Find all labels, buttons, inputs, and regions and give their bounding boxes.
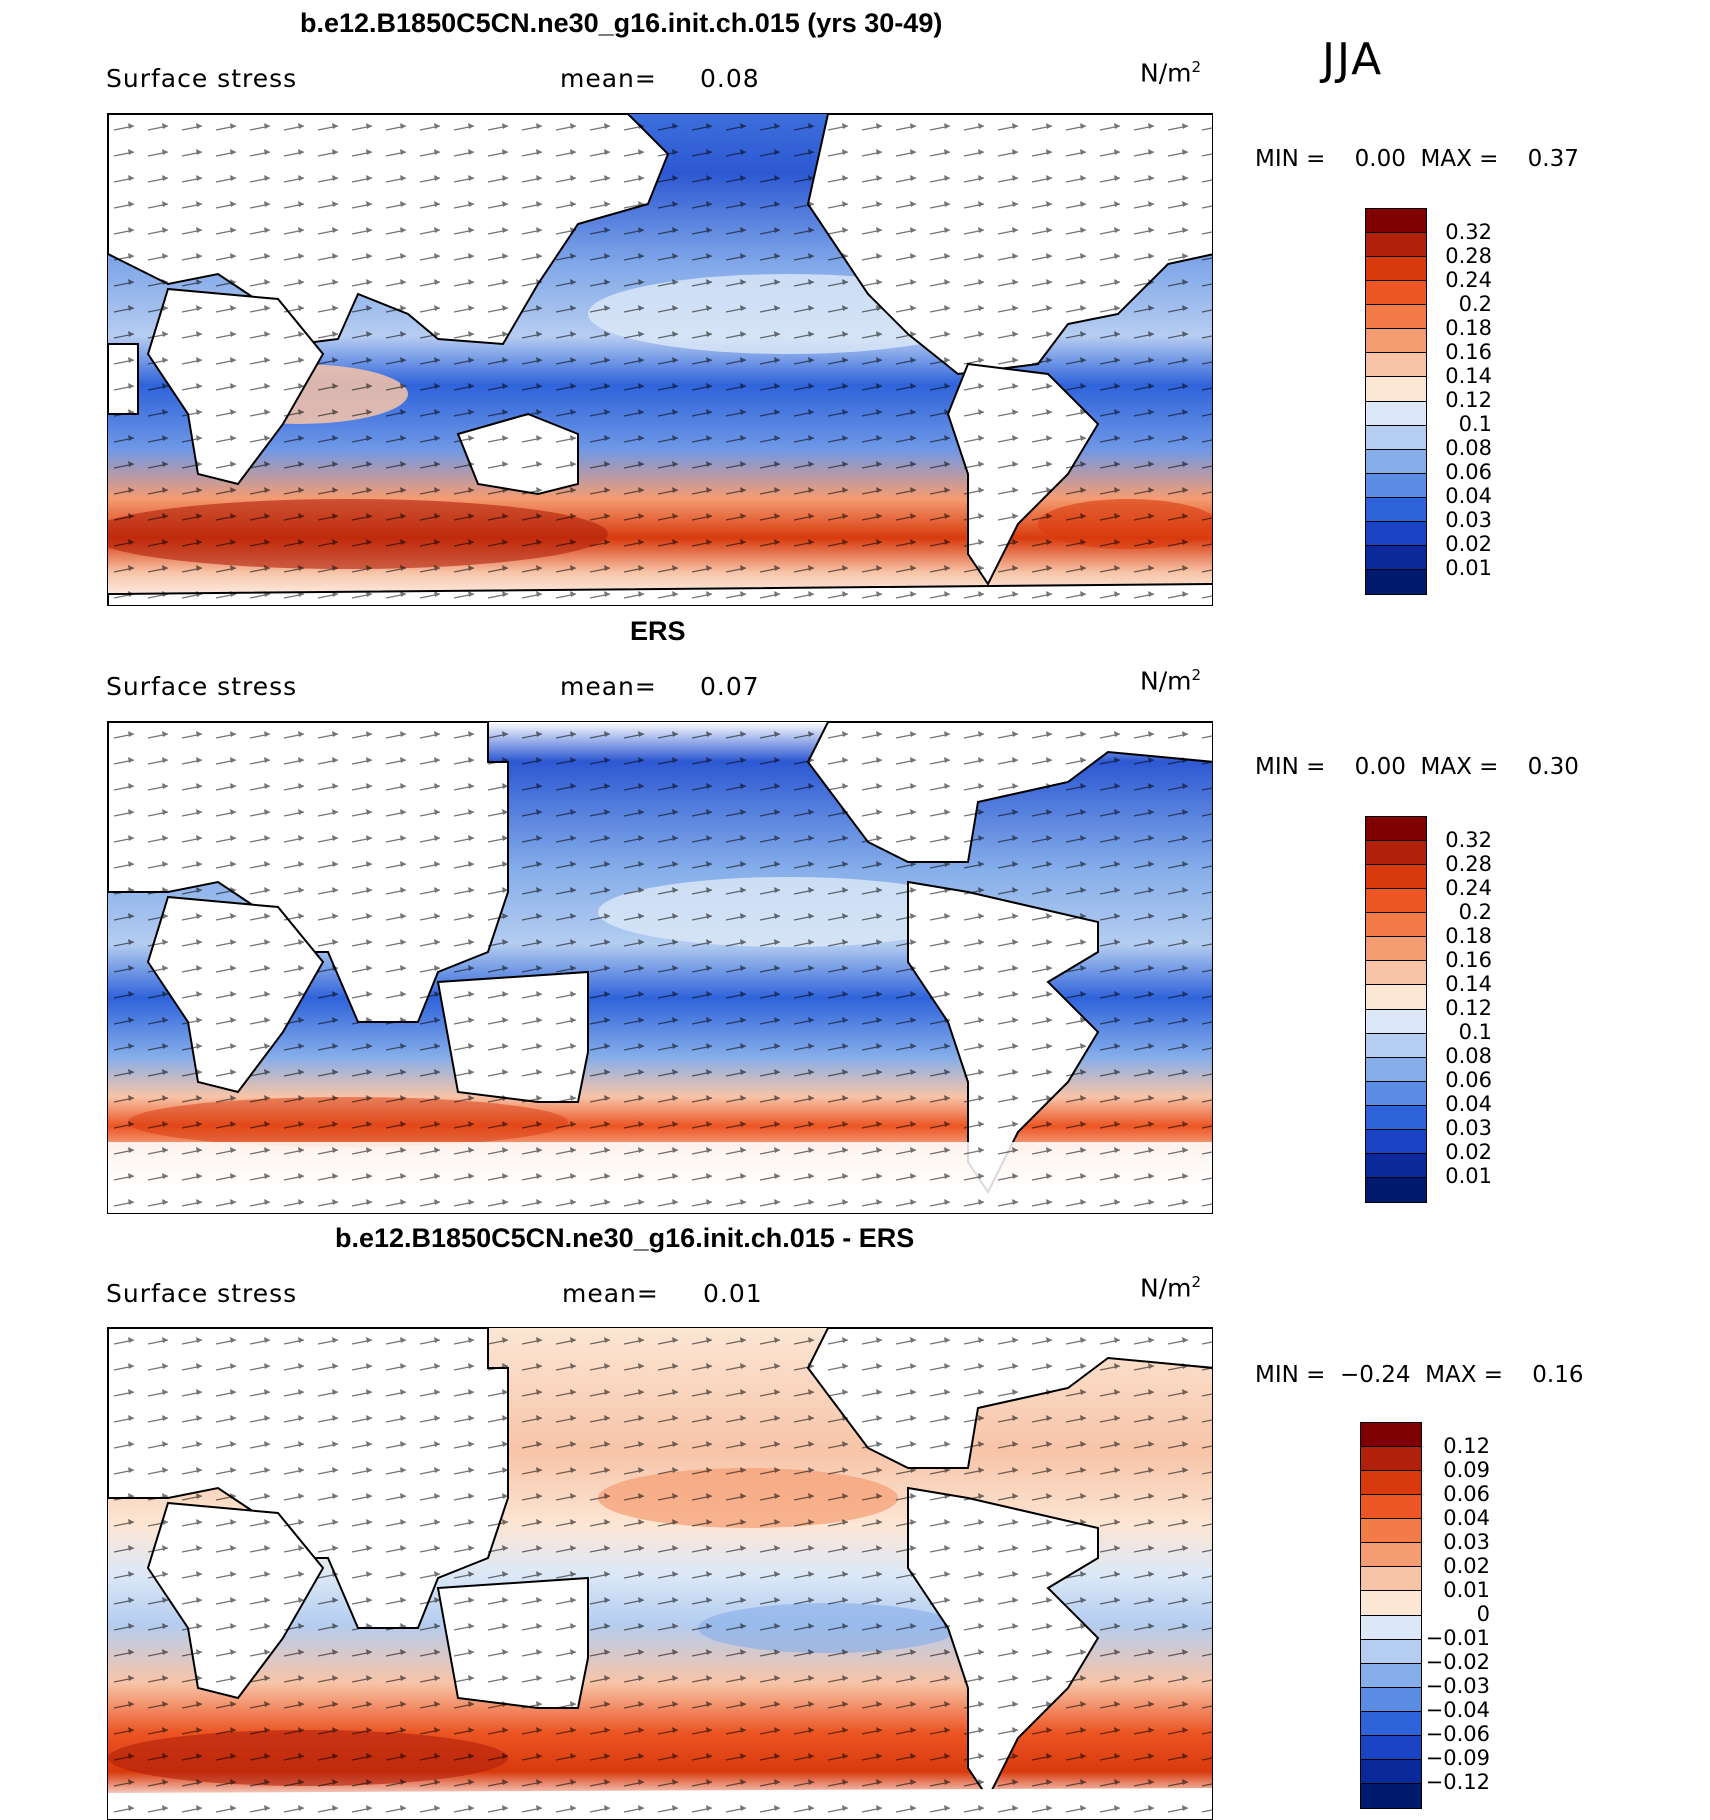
colorbar-tick: 0.16 xyxy=(1445,948,1492,972)
colorbar-tick: 0.12 xyxy=(1445,388,1492,412)
panel3-mean-value: 0.01 xyxy=(703,1279,763,1308)
season-label: JJA xyxy=(1322,34,1384,85)
colorbar-tick: 0.16 xyxy=(1445,340,1492,364)
colorbar-tick: 0.2 xyxy=(1458,292,1492,316)
colorbar-tick: 0.08 xyxy=(1445,1044,1492,1068)
colorbar-tick: 0.09 xyxy=(1443,1458,1490,1482)
colorbar-tick: 0.24 xyxy=(1445,268,1492,292)
panel2-mean-value: 0.07 xyxy=(700,672,760,701)
colorbar-tick: 0.1 xyxy=(1458,1020,1492,1044)
colorbar-tick: −0.04 xyxy=(1425,1698,1490,1722)
panel1-map xyxy=(107,113,1213,606)
panel1-units: N/m2 xyxy=(1140,58,1202,88)
panel1-title: b.e12.B1850C5CN.ne30_g16.init.ch.015 (yr… xyxy=(300,8,943,38)
panel1-map-graphic xyxy=(108,114,1212,605)
colorbar-tick: 0.12 xyxy=(1445,996,1492,1020)
colorbar-tick: 0.28 xyxy=(1445,852,1492,876)
colorbar-tick: 0.03 xyxy=(1443,1530,1490,1554)
panel2-map-graphic xyxy=(108,722,1212,1213)
colorbar-tick: 0.04 xyxy=(1445,1092,1492,1116)
panel3-mean-label: mean= xyxy=(562,1279,659,1308)
panel3-map xyxy=(107,1327,1213,1820)
panel2-title: ERS xyxy=(630,616,686,646)
panel2-minmax: MIN = 0.00 MAX = 0.30 xyxy=(1255,754,1579,780)
panel3-map-graphic xyxy=(108,1328,1212,1819)
panel2-variable-label: Surface stress xyxy=(106,672,298,701)
colorbar-tick: −0.09 xyxy=(1425,1746,1490,1770)
colorbar-tick: 0 xyxy=(1476,1602,1490,1626)
colorbar-tick: 0.14 xyxy=(1445,364,1492,388)
panel1-minmax: MIN = 0.00 MAX = 0.37 xyxy=(1255,146,1579,172)
colorbar-tick: 0.06 xyxy=(1445,460,1492,484)
colorbar-tick: 0.06 xyxy=(1445,1068,1492,1092)
panel3-units: N/m2 xyxy=(1140,1273,1202,1303)
panel1-colorbar xyxy=(1365,208,1427,595)
panel1-mean-value: 0.08 xyxy=(700,64,760,93)
colorbar-tick: 0.02 xyxy=(1443,1554,1490,1578)
colorbar-tick: 0.2 xyxy=(1458,900,1492,924)
panel2-colorbar xyxy=(1365,816,1427,1203)
colorbar-tick: 0.06 xyxy=(1443,1482,1490,1506)
colorbar-tick: 0.32 xyxy=(1445,220,1492,244)
colorbar-tick: 0.03 xyxy=(1445,1116,1492,1140)
panel2-map xyxy=(107,721,1213,1214)
colorbar-tick: 0.32 xyxy=(1445,828,1492,852)
colorbar-tick: 0.01 xyxy=(1443,1578,1490,1602)
panel2-units: N/m2 xyxy=(1140,666,1202,696)
colorbar-tick: 0.03 xyxy=(1445,508,1492,532)
colorbar-tick: 0.1 xyxy=(1458,412,1492,436)
panel3-minmax: MIN = −0.24 MAX = 0.16 xyxy=(1255,1362,1584,1388)
colorbar-tick: 0.04 xyxy=(1445,484,1492,508)
colorbar-tick: −0.02 xyxy=(1425,1650,1490,1674)
colorbar-tick: 0.18 xyxy=(1445,316,1492,340)
panel2-mean-label: mean= xyxy=(560,672,657,701)
panel1-mean-label: mean= xyxy=(560,64,657,93)
colorbar-tick: −0.12 xyxy=(1425,1770,1490,1794)
colorbar-tick: 0.02 xyxy=(1445,1140,1492,1164)
colorbar-tick: 0.28 xyxy=(1445,244,1492,268)
colorbar-tick: 0.08 xyxy=(1445,436,1492,460)
colorbar-tick: −0.03 xyxy=(1425,1674,1490,1698)
panel3-variable-label: Surface stress xyxy=(106,1279,298,1308)
colorbar-tick: 0.01 xyxy=(1445,556,1492,580)
panel3-title: b.e12.B1850C5CN.ne30_g16.init.ch.015 - E… xyxy=(335,1223,915,1253)
colorbar-tick: −0.06 xyxy=(1425,1722,1490,1746)
panel3-colorbar xyxy=(1360,1422,1422,1809)
colorbar-tick: 0.18 xyxy=(1445,924,1492,948)
colorbar-tick: 0.24 xyxy=(1445,876,1492,900)
colorbar-tick: 0.12 xyxy=(1443,1434,1490,1458)
colorbar-tick: 0.14 xyxy=(1445,972,1492,996)
colorbar-tick: 0.04 xyxy=(1443,1506,1490,1530)
colorbar-tick: 0.01 xyxy=(1445,1164,1492,1188)
colorbar-tick: −0.01 xyxy=(1425,1626,1490,1650)
colorbar-tick: 0.02 xyxy=(1445,532,1492,556)
panel1-variable-label: Surface stress xyxy=(106,64,298,93)
